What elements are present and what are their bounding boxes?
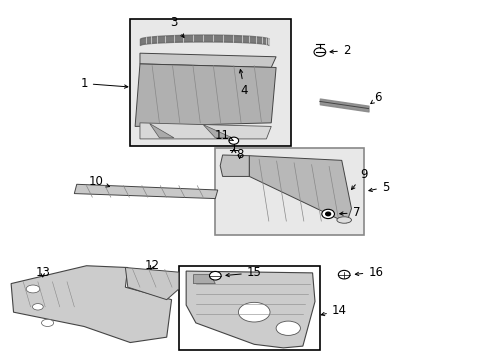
Bar <box>130 19 290 146</box>
Text: 13: 13 <box>35 266 50 279</box>
Text: 7: 7 <box>339 206 359 219</box>
Text: 6: 6 <box>370 91 381 104</box>
Text: 10: 10 <box>89 175 109 188</box>
Polygon shape <box>125 267 179 300</box>
Circle shape <box>313 48 325 57</box>
Text: 9: 9 <box>351 168 366 189</box>
Text: 3: 3 <box>170 16 183 37</box>
Polygon shape <box>203 125 232 138</box>
Text: 8: 8 <box>236 148 243 162</box>
Polygon shape <box>193 275 215 284</box>
Polygon shape <box>11 266 171 342</box>
Circle shape <box>209 271 221 280</box>
Polygon shape <box>249 156 351 223</box>
Ellipse shape <box>336 217 351 223</box>
Text: 11: 11 <box>215 129 233 142</box>
Circle shape <box>321 209 334 219</box>
Circle shape <box>338 270 349 279</box>
Text: 4: 4 <box>239 69 248 97</box>
Text: 2: 2 <box>329 44 349 57</box>
Polygon shape <box>135 64 276 126</box>
Bar <box>179 266 319 350</box>
Text: 16: 16 <box>355 266 383 279</box>
Circle shape <box>228 137 238 144</box>
Ellipse shape <box>32 303 43 310</box>
Text: 5: 5 <box>368 181 388 194</box>
Ellipse shape <box>238 302 269 322</box>
Polygon shape <box>220 155 249 176</box>
Text: 14: 14 <box>321 304 346 317</box>
Text: 15: 15 <box>225 266 261 279</box>
Ellipse shape <box>26 285 40 293</box>
Circle shape <box>325 212 330 216</box>
Ellipse shape <box>276 321 300 336</box>
Text: 1: 1 <box>80 77 127 90</box>
Bar <box>215 148 363 235</box>
Polygon shape <box>186 271 314 348</box>
Polygon shape <box>149 123 174 138</box>
Polygon shape <box>74 184 217 199</box>
Polygon shape <box>140 123 271 139</box>
Ellipse shape <box>41 319 54 327</box>
Text: 12: 12 <box>144 259 159 272</box>
Polygon shape <box>140 53 276 67</box>
